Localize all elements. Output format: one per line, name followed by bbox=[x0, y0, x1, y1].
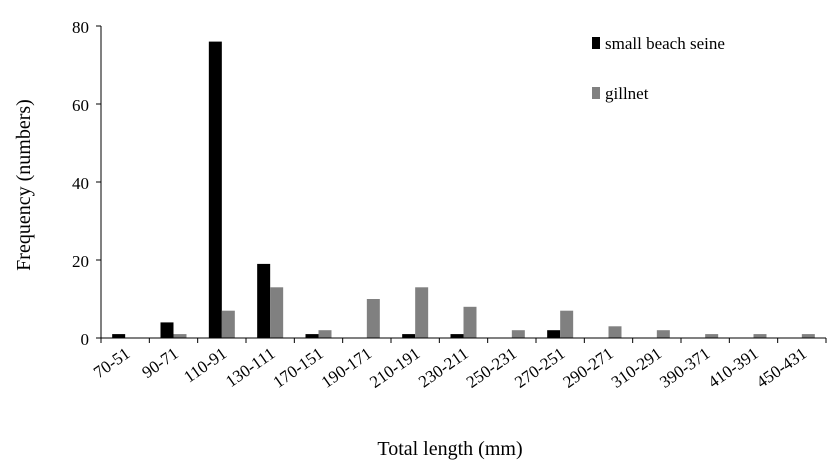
bar-small-beach-seine-6 bbox=[402, 334, 416, 338]
bars-group bbox=[112, 41, 815, 338]
x-axis-title: Total length (mm) bbox=[377, 438, 522, 460]
x-tick-label: 290-271 bbox=[559, 344, 616, 392]
x-tick-label: 310-291 bbox=[608, 344, 665, 392]
x-axis-ticks: 70-51 90-71110-91130-111170-151190-171210… bbox=[90, 338, 827, 392]
legend-label-small-beach-seine: small beach seine bbox=[605, 34, 725, 53]
bar-gillnet-1 bbox=[173, 334, 187, 338]
bar-gillnet-12 bbox=[705, 334, 719, 338]
x-tick-label: 110-91 bbox=[180, 344, 230, 387]
y-tick-label: 20 bbox=[72, 252, 89, 271]
y-tick-label: 80 bbox=[72, 18, 89, 37]
bar-gillnet-10 bbox=[608, 326, 622, 338]
bar-small-beach-seine-7 bbox=[450, 334, 464, 338]
y-tick-label: 0 bbox=[81, 330, 90, 349]
x-tick-label: 270-251 bbox=[511, 344, 568, 392]
y-axis-title: Frequency (numbers) bbox=[13, 99, 35, 271]
x-tick-label: 90-71 bbox=[138, 344, 181, 382]
bar-small-beach-seine-2 bbox=[208, 41, 222, 338]
x-tick-label: 130-111 bbox=[222, 344, 278, 391]
x-tick-label: 390-371 bbox=[656, 344, 713, 392]
y-tick-label: 60 bbox=[72, 96, 89, 115]
bar-gillnet-9 bbox=[560, 310, 574, 338]
x-tick-label: 230-211 bbox=[415, 344, 472, 392]
bar-gillnet-5 bbox=[366, 299, 380, 338]
bar-gillnet-14 bbox=[801, 334, 815, 338]
x-tick-label: 210-191 bbox=[366, 344, 423, 392]
bar-gillnet-4 bbox=[318, 330, 332, 338]
bar-gillnet-2 bbox=[221, 310, 235, 338]
bar-small-beach-seine-9 bbox=[547, 330, 561, 338]
bar-small-beach-seine-1 bbox=[160, 322, 174, 338]
legend: small beach seine gillnet bbox=[592, 34, 725, 103]
x-tick-label: 190-171 bbox=[318, 344, 375, 392]
bar-gillnet-6 bbox=[415, 287, 429, 338]
x-tick-label: 410-391 bbox=[704, 344, 761, 392]
bar-gillnet-8 bbox=[511, 330, 525, 338]
bar-gillnet-3 bbox=[270, 287, 284, 338]
bar-small-beach-seine-4 bbox=[305, 334, 319, 338]
x-tick-label: 170-151 bbox=[269, 344, 326, 392]
legend-swatch-small-beach-seine bbox=[592, 37, 600, 49]
bar-gillnet-13 bbox=[753, 334, 767, 338]
x-tick-label: 250-231 bbox=[463, 344, 520, 392]
legend-swatch-gillnet bbox=[592, 87, 600, 99]
x-tick-label: 450-431 bbox=[753, 344, 810, 392]
y-axis-ticks: 0 20 40 60 80 bbox=[72, 18, 101, 349]
legend-label-gillnet: gillnet bbox=[605, 84, 649, 103]
x-tick-label: 70-51 bbox=[90, 344, 133, 382]
bar-small-beach-seine-0 bbox=[112, 334, 126, 338]
y-tick-label: 40 bbox=[72, 174, 89, 193]
bar-small-beach-seine-3 bbox=[257, 263, 271, 338]
bar-gillnet-11 bbox=[656, 330, 670, 338]
bar-gillnet-7 bbox=[463, 306, 477, 338]
